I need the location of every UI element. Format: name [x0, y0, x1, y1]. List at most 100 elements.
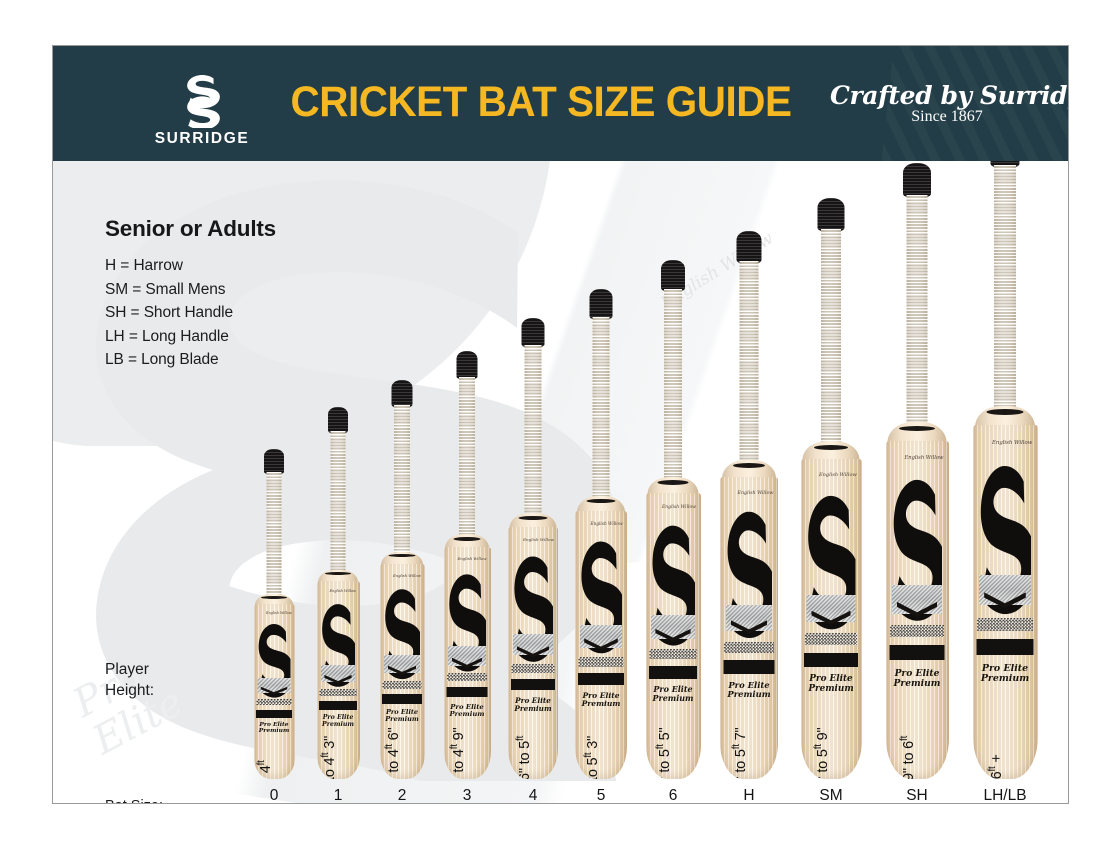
black-graphic-band	[511, 679, 555, 690]
pro-elite-line2: Premium	[893, 677, 941, 689]
checker-graphic-band	[649, 649, 697, 659]
bat-splice-collar	[814, 445, 848, 450]
black-graphic-band	[976, 639, 1034, 655]
player-height-value: 4ft 6" to 4ft 9"	[449, 727, 467, 779]
checker-graphic-band	[319, 689, 357, 696]
english-willow-sticker-text: English Willow	[329, 589, 357, 593]
english-willow-sticker-text: English Willow	[590, 522, 623, 527]
bat-splice-collar	[733, 463, 765, 468]
pro-elite-line2: Premium	[581, 699, 621, 709]
bat-size-value: SM	[819, 787, 843, 804]
player-height-value: 5ft 3" to 5ft 5"	[655, 727, 673, 779]
legend-item-long-handle: LH = Long Handle	[105, 327, 229, 345]
english-willow-sticker-text: English Willow	[737, 491, 774, 496]
bat-handle	[739, 261, 759, 479]
chevron-graphic-band	[892, 585, 942, 614]
bat-grip-cap	[903, 163, 931, 197]
black-graphic-band	[804, 653, 858, 667]
player-height-value: 5ft 9" to 6ft	[899, 736, 917, 779]
bat-splice-collar	[388, 554, 416, 557]
pro-elite-line2: Premium	[727, 689, 771, 700]
bat-splice-collar	[261, 596, 287, 599]
ss-monogram-icon	[147, 74, 257, 128]
player-height-value: 5ft to 5ft 3"	[583, 736, 601, 779]
english-willow-sticker-text: English Willow	[992, 440, 1033, 446]
black-graphic-band	[382, 694, 422, 704]
legend-item-harrow: H = Harrow	[105, 257, 183, 274]
crafted-by-tagline: Crafted by Surridge Since 1867	[830, 82, 1068, 126]
english-willow-sticker-text: English Willow	[393, 574, 421, 578]
bat-size-value: 5	[596, 787, 606, 804]
bat-size-value: LH/LB	[983, 787, 1027, 804]
cricket-bat: English Willow Pro Elite Premium 6ft +	[972, 161, 1038, 779]
poster-header: SURRIDGE CRICKET BAT SIZE GUIDE Crafted …	[53, 46, 1068, 161]
pro-elite-line2: Premium	[385, 715, 419, 724]
pro-elite-line1: Pro Elite	[450, 703, 484, 711]
black-graphic-band	[889, 645, 945, 660]
black-graphic-band	[649, 666, 697, 679]
pro-elite-line1: Pro Elite	[809, 674, 853, 684]
player-height-value: 5ft 7" to 5ft 9"	[813, 727, 831, 779]
black-graphic-band	[256, 710, 292, 718]
pro-elite-premium-sticker-text: Pro Elite Premium	[322, 714, 354, 728]
bat-size-value: 0	[269, 787, 279, 804]
bat-grip-cap	[736, 231, 762, 263]
checker-graphic-band	[977, 618, 1033, 631]
pro-elite-line1: Pro Elite	[981, 663, 1029, 674]
legend-heading: Senior or Adults	[105, 216, 276, 241]
player-height-row-label: Player Height:	[105, 659, 154, 701]
bat-handle	[266, 472, 282, 606]
pro-elite-line1: Pro Elite	[894, 668, 940, 679]
bat-size-value: 2	[397, 787, 407, 804]
bat-splice-collar	[586, 499, 616, 503]
pro-elite-line2: Premium	[514, 703, 552, 713]
bat-handle	[821, 229, 841, 461]
checker-graphic-band	[256, 699, 292, 705]
bat-grip-cap	[456, 351, 478, 379]
bat-size-value: SH	[906, 787, 928, 804]
chevron-graphic-band	[651, 615, 695, 639]
pro-elite-line2: Premium	[322, 720, 354, 728]
bat-handle	[394, 405, 410, 566]
checker-graphic-band	[890, 625, 944, 637]
bat-size-value: 4	[528, 787, 538, 804]
bats-chart: English Willow Pro Elite Premium 4ft 0 Englis…	[53, 161, 1068, 804]
pro-elite-line1: Pro Elite	[653, 685, 693, 694]
player-height-label-line1: Player	[105, 661, 149, 678]
chevron-graphic-band	[979, 575, 1031, 605]
bat-splice-collar	[518, 516, 548, 520]
bat-handle	[994, 165, 1016, 427]
bat-grip-cap	[391, 380, 413, 407]
bat-size-value: H	[743, 787, 755, 804]
bat-size-value: 6	[668, 787, 678, 804]
pro-elite-line2: Premium	[652, 693, 694, 703]
bat-grip-cap	[817, 198, 845, 231]
english-willow-sticker-text: English Willow	[523, 537, 554, 542]
chevron-graphic-band	[321, 665, 355, 682]
poster-card: SURRIDGE CRICKET BAT SIZE GUIDE Crafted …	[52, 45, 1069, 804]
pro-elite-line1: Pro Elite	[322, 714, 354, 721]
bat-grip-cap	[661, 260, 685, 291]
pro-elite-line1: Pro Elite	[259, 721, 289, 728]
page-title: CRICKET BAT SIZE GUIDE	[290, 78, 792, 126]
since-year-text: Since 1867	[911, 108, 983, 125]
bat-handle	[330, 431, 346, 583]
chevron-graphic-band	[580, 625, 622, 648]
bat-splice-collar	[899, 426, 935, 431]
bat-grip-cap	[521, 318, 545, 347]
player-height-value: 4ft 6" to 5ft	[515, 736, 533, 779]
pro-elite-premium-sticker-text: Pro Elite Premium	[385, 708, 419, 724]
pro-elite-premium-sticker-text: Pro Elite Premium	[808, 674, 853, 694]
